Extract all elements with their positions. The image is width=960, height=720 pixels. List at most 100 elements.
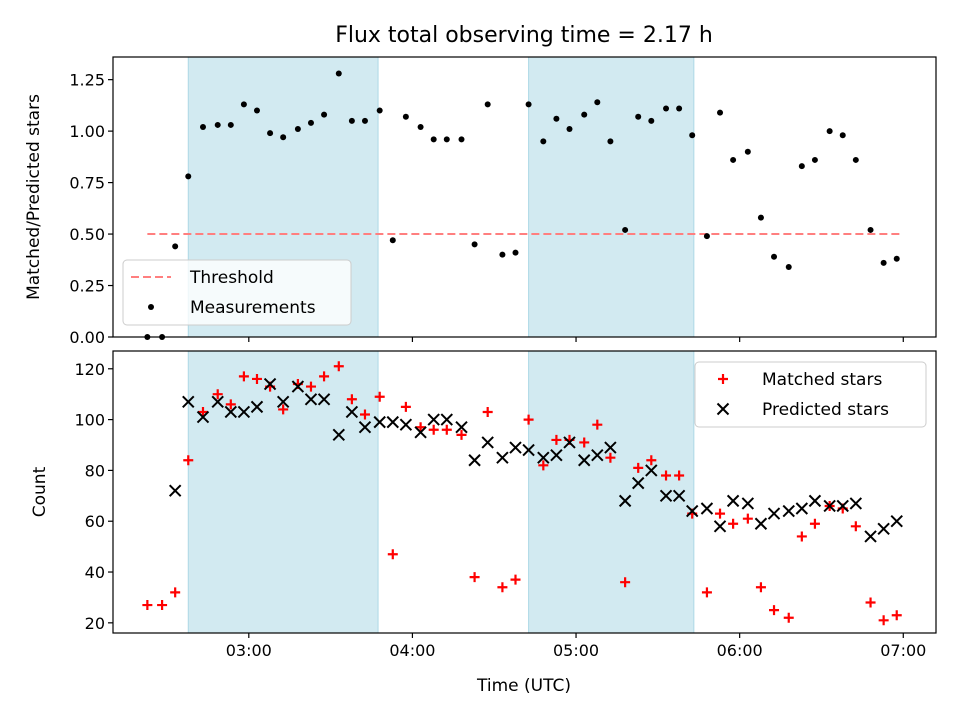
predicted-star-marker [304, 393, 318, 406]
legend-box [694, 361, 927, 428]
matched-star-marker [333, 361, 344, 372]
predicted-star-marker [237, 405, 251, 419]
matched-star-marker [538, 460, 549, 471]
measurement-point [512, 249, 519, 256]
measurement-point [321, 111, 328, 118]
matched-star-marker [783, 612, 794, 623]
legend-label: Matched stars [762, 370, 882, 390]
y-tick-label: 0.25 [69, 277, 105, 296]
y-axis-label: Count [30, 466, 50, 517]
matched-star-marker [605, 452, 616, 463]
measurement-point [811, 156, 818, 163]
measurement-point [757, 214, 764, 221]
predicted-star-marker [211, 395, 224, 409]
predicted-star-marker [481, 436, 494, 449]
matched-star-marker [701, 587, 712, 598]
matched-star-marker [387, 549, 398, 560]
matched-star-marker [769, 605, 780, 616]
measurement-point [389, 237, 396, 244]
measurement-point [525, 101, 532, 108]
measurement-point [689, 132, 696, 139]
matched-star-marker [878, 615, 889, 626]
measurement-point [199, 124, 206, 130]
predicted-star-marker [578, 454, 591, 467]
measurement-point [635, 113, 642, 120]
predicted-star-marker [672, 489, 686, 503]
measurement-point [622, 226, 629, 233]
measurement-point [240, 101, 247, 108]
predicted-star-marker [373, 415, 386, 429]
matched-star-marker [891, 610, 902, 621]
matched-star-marker [238, 371, 249, 382]
predicted-star-marker [713, 520, 727, 533]
measurement-point [417, 124, 424, 130]
legend-predicted-swatch [716, 402, 730, 416]
measurement-point [294, 126, 301, 133]
measurement-point [402, 113, 409, 120]
legend-label: Threshold [189, 268, 274, 288]
predicted-star-marker [196, 410, 210, 424]
predicted-star-marker [849, 497, 863, 510]
predicted-star-marker [591, 448, 604, 462]
predicted-star-marker [509, 441, 522, 454]
matched-star-marker [482, 406, 493, 417]
matched-star-marker [620, 577, 631, 588]
measurement-point [744, 148, 751, 155]
matched-star-marker [305, 381, 316, 392]
measurement-point [785, 264, 792, 270]
predicted-star-marker [563, 436, 576, 449]
predicted-star-marker [427, 413, 440, 426]
y-tick-label: 0.50 [69, 225, 105, 244]
matched-star-marker [646, 455, 657, 466]
matched-star-marker [865, 597, 876, 608]
measurement-point [307, 119, 314, 126]
measurement-point [499, 251, 506, 258]
legend: Matched stars Predicted stars [694, 361, 927, 428]
chart-title: Flux total observing time = 2.17 h [335, 23, 713, 48]
y-tick-label: 100 [74, 411, 105, 430]
measurement-point [348, 117, 355, 124]
y-tick-label: 1.00 [69, 122, 105, 141]
matched-star-marker [469, 572, 480, 583]
predicted-star-marker [358, 421, 372, 434]
matched-star-marker [728, 518, 739, 529]
shaded-interval [187, 350, 379, 634]
legend-label: Predicted stars [762, 400, 889, 420]
matched-star-marker [359, 409, 370, 420]
predicted-star-marker [767, 507, 781, 520]
measurement-point [798, 163, 805, 170]
matched-star-marker [551, 434, 562, 445]
measurement-point [280, 134, 287, 141]
predicted-star-marker [604, 441, 617, 454]
x-tick-label: 03:00 [226, 641, 272, 660]
predicted-star-marker [864, 530, 877, 543]
measurement-point [717, 109, 724, 116]
matched-star-marker [796, 531, 807, 542]
predicted-star-marker [741, 497, 755, 510]
count-panel: 20 40 60 80 100 120 03:00 04:00 05:00 06:00 07:00 C… [30, 350, 937, 660]
matched-star-marker [251, 373, 262, 384]
predicted-star-marker [550, 448, 563, 462]
matched-star-marker [661, 470, 672, 481]
predicted-star-marker [877, 522, 890, 536]
measurement-point [361, 117, 368, 124]
measurement-point [893, 255, 900, 262]
predicted-star-marker [726, 494, 740, 508]
predicted-star-marker [386, 415, 399, 429]
measurement-point [553, 115, 560, 122]
matched-star-marker [523, 414, 534, 425]
matched-star-marker [415, 422, 426, 433]
matched-star-marker [809, 518, 820, 529]
y-tick-label: 20 [85, 614, 105, 633]
shaded-interval [528, 350, 695, 634]
predicted-star-marker [168, 484, 182, 497]
measurement-point [826, 128, 833, 135]
predicted-star-marker [645, 464, 658, 477]
matched-star-marker [170, 587, 181, 598]
legend: Threshold Measurements [122, 259, 352, 326]
measurement-point [185, 173, 192, 180]
measurement-point [253, 107, 260, 114]
predicted-star-marker [263, 377, 277, 391]
predicted-star-marker [399, 418, 413, 431]
